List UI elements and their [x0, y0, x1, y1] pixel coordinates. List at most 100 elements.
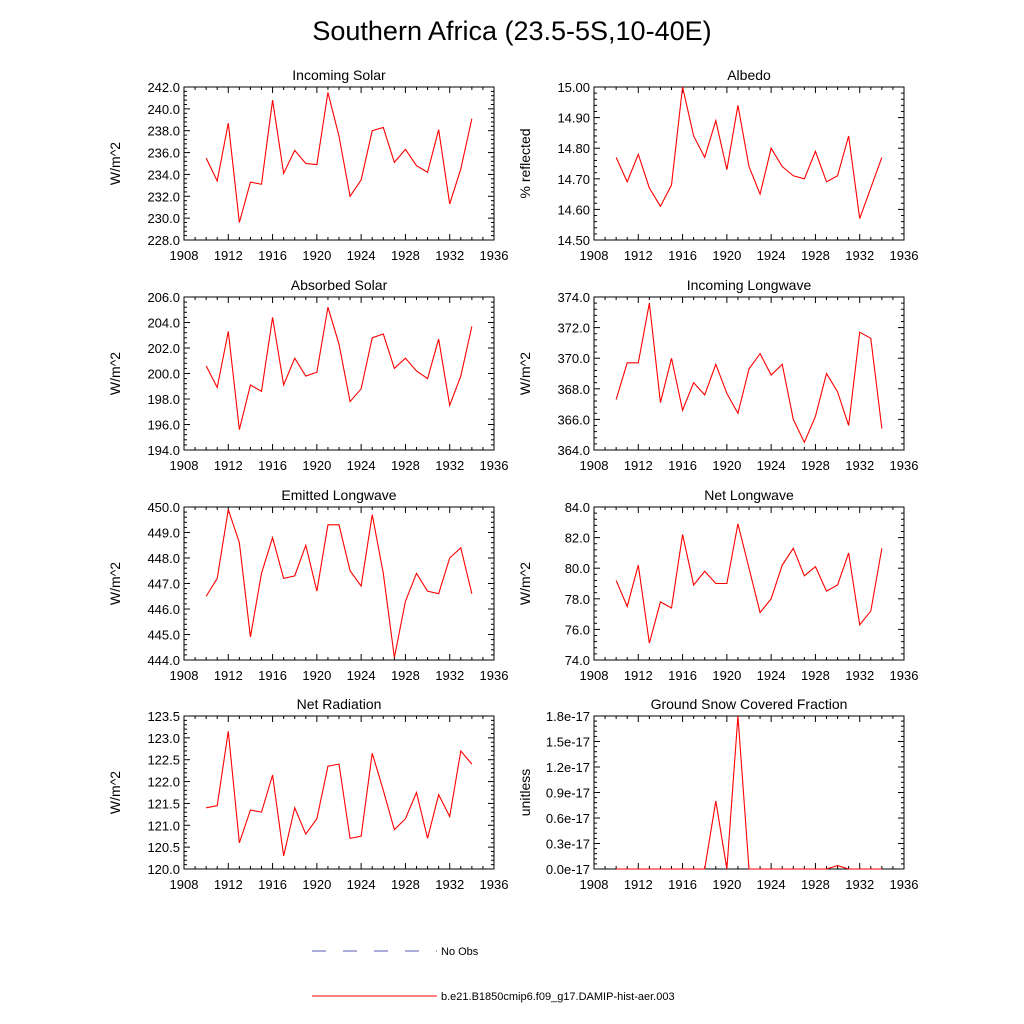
net-radiation-frame [183, 715, 495, 870]
absorbed-solar-title: Absorbed Solar [291, 277, 388, 293]
ground-snow-covered-fraction-xtick-label: 1936 [890, 877, 919, 892]
albedo-title: Albedo [727, 67, 771, 83]
net-radiation-xtick-label: 1924 [347, 877, 376, 892]
ground-snow-covered-fraction-xtick-label: 1928 [801, 877, 830, 892]
panels: Incoming Solar W/m^2 1908 1912 1916 1920 1924 1… [107, 67, 918, 892]
ground-snow-covered-fraction-frame [593, 715, 905, 870]
emitted-longwave-series-line [205, 509, 473, 658]
emitted-longwave-xtick-label: 1924 [347, 668, 376, 683]
albedo-xtick-label: 1908 [580, 248, 609, 263]
net-longwave-ytick-label: 76.0 [565, 622, 590, 637]
incoming-longwave-title: Incoming Longwave [687, 277, 812, 293]
incoming-longwave-xtick-label: 1924 [757, 458, 786, 473]
incoming-solar-ytick-label: 234.0 [147, 167, 180, 182]
absorbed-solar-ylabel: W/m^2 [107, 352, 123, 395]
ground-snow-covered-fraction-panel: Ground Snow Covered Fraction unitless 1908… [517, 696, 918, 892]
emitted-longwave-ytick-label: 448.0 [147, 551, 180, 566]
net-radiation-ytick-label: 123.5 [147, 709, 180, 724]
ground-snow-covered-fraction-ytick-label: 0.0e-17 [546, 862, 590, 877]
net-longwave-xtick-label: 1908 [580, 668, 609, 683]
net-radiation-ytick-label: 122.0 [147, 775, 180, 790]
net-longwave-ytick-label: 74.0 [565, 653, 590, 668]
net-longwave-xtick-label: 1928 [801, 668, 830, 683]
albedo-ytick-label: 14.90 [557, 111, 590, 126]
ground-snow-covered-fraction-ytick-label: 1.2e-17 [546, 760, 590, 775]
net-radiation-ytick-label: 120.5 [147, 840, 180, 855]
incoming-longwave-ytick-label: 364.0 [557, 443, 590, 458]
net-radiation-title: Net Radiation [297, 696, 382, 712]
emitted-longwave-panel: Emitted Longwave W/m^2 1908 1912 1916 1920 192… [107, 487, 508, 683]
absorbed-solar-ytick-label: 198.0 [147, 392, 180, 407]
absorbed-solar-xtick-label: 1908 [170, 458, 199, 473]
albedo-panel: Albedo % reflected 1908 1912 1916 1920 1924 192… [517, 67, 918, 263]
albedo-xtick-label: 1924 [757, 248, 786, 263]
net-longwave-ytick-label: 82.0 [565, 531, 590, 546]
emitted-longwave-ytick-label: 447.0 [147, 577, 180, 592]
incoming-longwave-xtick-label: 1936 [890, 458, 919, 473]
net-longwave-series-line [615, 523, 883, 644]
ground-snow-covered-fraction-title: Ground Snow Covered Fraction [651, 696, 848, 712]
emitted-longwave-xtick-label: 1916 [258, 668, 287, 683]
net-longwave-ytick-label: 78.0 [565, 592, 590, 607]
net-radiation-xtick-label: 1916 [258, 877, 287, 892]
ground-snow-covered-fraction-series-line [616, 715, 882, 870]
incoming-longwave-ytick-label: 366.0 [557, 412, 590, 427]
ground-snow-covered-fraction-xtick-label: 1908 [580, 877, 609, 892]
net-longwave-xtick-label: 1912 [624, 668, 653, 683]
net-longwave-title: Net Longwave [704, 487, 794, 503]
incoming-solar-ylabel: W/m^2 [107, 142, 123, 185]
emitted-longwave-ytick-label: 449.0 [147, 526, 180, 541]
net-longwave-ytick-label: 84.0 [565, 500, 590, 515]
net-longwave-xtick-label: 1924 [757, 668, 786, 683]
ground-snow-covered-fraction-xtick-label: 1924 [757, 877, 786, 892]
net-radiation-series-line [206, 731, 473, 857]
incoming-longwave-xtick-label: 1932 [845, 458, 874, 473]
net-longwave-xtick-label: 1936 [890, 668, 919, 683]
emitted-longwave-xtick-label: 1928 [391, 668, 420, 683]
net-radiation-xtick-label: 1920 [302, 877, 331, 892]
net-longwave-ylabel: W/m^2 [517, 562, 533, 605]
albedo-ylabel: % reflected [517, 128, 533, 198]
absorbed-solar-ytick-label: 196.0 [147, 418, 180, 433]
net-longwave-xtick-label: 1920 [712, 668, 741, 683]
ground-snow-covered-fraction-ytick-label: 0.6e-17 [546, 811, 590, 826]
incoming-solar-xtick-label: 1936 [480, 248, 509, 263]
incoming-solar-ytick-label: 238.0 [147, 124, 180, 139]
ground-snow-covered-fraction-xtick-label: 1920 [712, 877, 741, 892]
ground-snow-covered-fraction-ticks [593, 715, 905, 870]
ground-snow-covered-fraction-ytick-label: 1.8e-17 [546, 709, 590, 724]
ground-snow-covered-fraction-xtick-label: 1932 [845, 877, 874, 892]
net-radiation-xtick-label: 1936 [480, 877, 509, 892]
emitted-longwave-ylabel: W/m^2 [107, 562, 123, 605]
legend-label: No Obs [441, 946, 479, 958]
incoming-longwave-ytick-label: 370.0 [557, 351, 590, 366]
incoming-longwave-xtick-label: 1912 [624, 458, 653, 473]
ground-snow-covered-fraction-ytick-label: 0.9e-17 [546, 786, 590, 801]
incoming-solar-title: Incoming Solar [292, 67, 386, 83]
ground-snow-covered-fraction-ylabel: unitless [517, 769, 533, 816]
absorbed-solar-series-line [205, 307, 473, 430]
net-radiation-xtick-label: 1928 [391, 877, 420, 892]
absorbed-solar-panel: Absorbed Solar W/m^2 1908 1912 1916 1920 1924 1… [107, 277, 508, 473]
incoming-solar-xtick-label: 1924 [347, 248, 376, 263]
incoming-longwave-ytick-label: 368.0 [557, 382, 590, 397]
incoming-longwave-ticks [593, 296, 905, 451]
net-radiation-ytick-label: 121.0 [147, 818, 180, 833]
net-radiation-ytick-label: 121.5 [147, 796, 180, 811]
incoming-longwave-ytick-label: 374.0 [557, 290, 590, 305]
incoming-solar-xtick-label: 1916 [258, 248, 287, 263]
net-radiation-ticks [183, 715, 495, 870]
legend-item-2: b.e21.B1850cmip6.f09_g17.DAMIP-hist-aer.… [312, 991, 675, 1003]
emitted-longwave-ytick-label: 445.0 [147, 628, 180, 643]
net-radiation-panel: Net Radiation W/m^2 1908 1912 1916 1920 1924 19… [107, 696, 508, 892]
emitted-longwave-xtick-label: 1932 [435, 668, 464, 683]
legend: No Obs b.e21.B1850cmip6.f09_g17.DAMIP-his… [312, 946, 675, 1003]
incoming-longwave-xtick-label: 1920 [712, 458, 741, 473]
incoming-longwave-series-line [615, 303, 883, 444]
absorbed-solar-xtick-label: 1912 [214, 458, 243, 473]
albedo-ytick-label: 14.50 [557, 233, 590, 248]
absorbed-solar-xtick-label: 1932 [435, 458, 464, 473]
absorbed-solar-ytick-label: 204.0 [147, 316, 180, 331]
ground-snow-covered-fraction-xtick-label: 1912 [624, 877, 653, 892]
